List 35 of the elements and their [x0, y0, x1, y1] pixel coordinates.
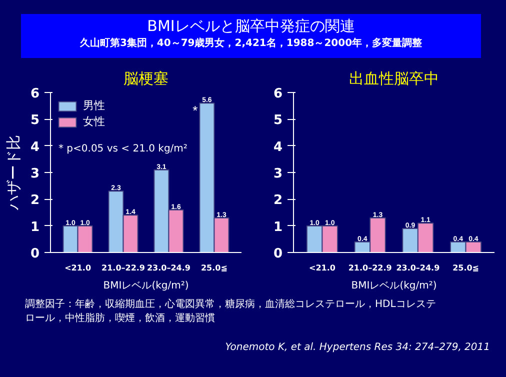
x-axis-title: BMIレベル(kg/m²): [103, 280, 189, 292]
y-tick-label: 6: [30, 86, 40, 102]
y-tick-label: 3: [30, 166, 40, 182]
x-tick-label: <21.0: [308, 264, 336, 272]
x-tick-label: 21.0–22.9: [102, 264, 146, 272]
text: 久山町第3集団，40～79歳男女，2,421名，1988～2000年，多変量調整: [80, 36, 422, 50]
y-tick-label: 2: [30, 193, 40, 208]
x-tick-label: 23.0–24.9: [396, 264, 440, 272]
y-axis-title: ハザード比: [4, 135, 22, 211]
x-tick-label: 23.0–24.9: [147, 264, 191, 272]
annotation: *: [192, 103, 198, 118]
chart-title: 脳梗塞: [124, 70, 168, 88]
y-tick-label: 4: [30, 140, 40, 155]
x-tick-label: 25.0≦: [200, 264, 228, 272]
y-tick-label: 1: [273, 220, 282, 235]
y-tick-label: 2: [273, 193, 282, 208]
x-axis-title: BMIレベル(kg/m²): [351, 280, 437, 292]
y-tick-label: 3: [273, 166, 282, 182]
text: BMIレベルと脳卒中発症の関連: [146, 17, 356, 36]
y-tick-label: 5: [30, 113, 40, 128]
x-tick-label: 21.0–22.9: [348, 264, 392, 272]
chart-title: 出血性脳卒中: [349, 70, 439, 88]
y-tick-label: 4: [273, 140, 282, 155]
y-tick-label: 6: [273, 86, 282, 102]
x-tick-label: <21.0: [64, 264, 92, 272]
text: Yonemoto K, et al. Hypertens Res 34: 274–279, 2011: [224, 340, 490, 355]
legend-label: 女性: [83, 114, 105, 129]
y-tick-label: 5: [273, 113, 282, 128]
y-tick-label: 1: [30, 220, 40, 235]
y-tick-label: 0: [273, 246, 282, 262]
legend-label: 男性: [83, 98, 105, 113]
text: 調整因子：年齢，収縮期血圧，心電図異常，糖尿病，血清総コレステロール，HDLコレステロール，中性脂肪，喫煙，飲酒，運動習慣: [25, 298, 437, 326]
annotation: * p<0.05 vs < 21.0 kg/m²: [58, 144, 188, 154]
y-tick-label: 0: [30, 246, 40, 262]
x-tick-label: 25.0≦: [452, 264, 480, 272]
